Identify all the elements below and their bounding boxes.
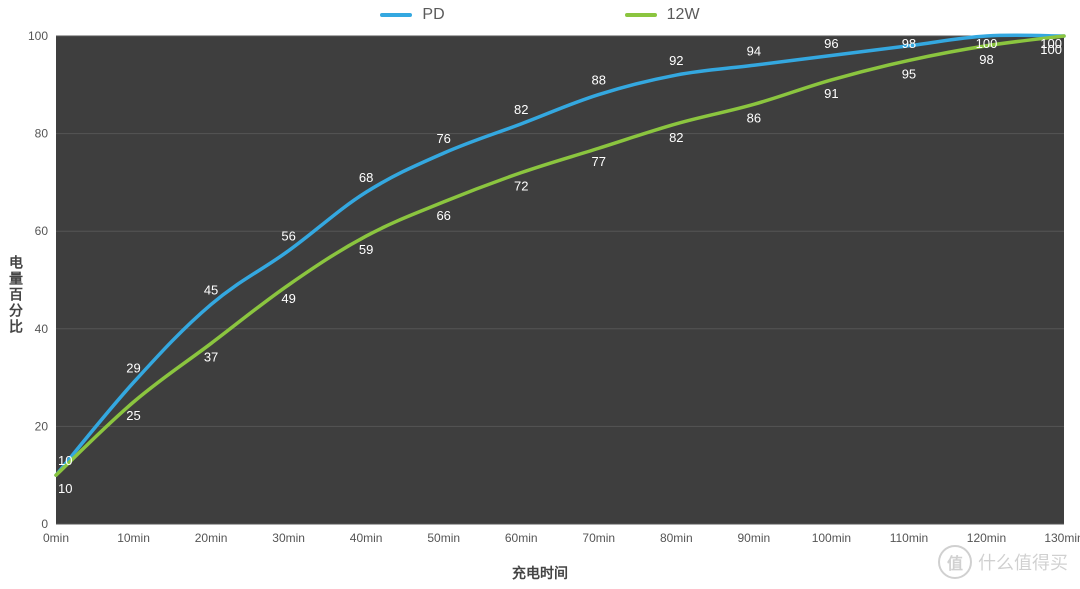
- svg-text:70min: 70min: [582, 531, 615, 545]
- svg-text:10: 10: [58, 453, 72, 468]
- legend-swatch-pd: [380, 13, 412, 17]
- svg-text:66: 66: [436, 208, 450, 223]
- svg-text:82: 82: [669, 130, 683, 145]
- svg-text:29: 29: [126, 360, 140, 375]
- legend-label-pd: PD: [422, 6, 444, 24]
- svg-text:59: 59: [359, 242, 373, 257]
- legend-item-12w: 12W: [625, 6, 700, 24]
- svg-text:95: 95: [902, 66, 916, 81]
- legend-label-12w: 12W: [667, 6, 700, 24]
- svg-text:100: 100: [28, 29, 48, 43]
- svg-text:77: 77: [592, 154, 606, 169]
- watermark: 值 什么值得买: [938, 545, 1068, 579]
- line-chart: 0 20 40 60 80 100 0min 10min 20min 30min 40min 50mi…: [0, 0, 1080, 589]
- chart-legend: PD 12W: [0, 6, 1080, 24]
- svg-text:130min: 130min: [1044, 531, 1080, 545]
- legend-item-pd: PD: [380, 6, 444, 24]
- svg-text:50min: 50min: [427, 531, 460, 545]
- svg-text:80: 80: [35, 127, 49, 141]
- watermark-text: 什么值得买: [978, 549, 1068, 575]
- svg-text:98: 98: [902, 36, 916, 51]
- svg-text:100: 100: [1040, 42, 1062, 57]
- svg-text:100min: 100min: [812, 531, 851, 545]
- svg-text:76: 76: [436, 131, 450, 146]
- svg-text:68: 68: [359, 170, 373, 185]
- svg-text:90min: 90min: [738, 531, 771, 545]
- svg-text:98: 98: [979, 52, 993, 67]
- svg-text:20: 20: [35, 419, 49, 433]
- svg-text:40: 40: [35, 322, 49, 336]
- svg-text:72: 72: [514, 179, 528, 194]
- x-axis-label: 充电时间: [0, 563, 1080, 583]
- svg-text:45: 45: [204, 282, 218, 297]
- svg-text:37: 37: [204, 349, 218, 364]
- svg-text:94: 94: [747, 43, 761, 58]
- svg-text:10: 10: [58, 481, 72, 496]
- svg-text:25: 25: [126, 408, 140, 423]
- watermark-badge-icon: 值: [938, 545, 972, 579]
- svg-text:91: 91: [824, 86, 838, 101]
- svg-text:96: 96: [824, 36, 838, 51]
- svg-text:49: 49: [281, 291, 295, 306]
- legend-swatch-12w: [625, 13, 657, 17]
- svg-text:100: 100: [976, 36, 998, 51]
- svg-text:40min: 40min: [350, 531, 383, 545]
- svg-text:0: 0: [41, 517, 48, 531]
- svg-text:92: 92: [669, 53, 683, 68]
- svg-text:0min: 0min: [43, 531, 69, 545]
- svg-text:110min: 110min: [890, 531, 928, 545]
- svg-text:30min: 30min: [272, 531, 305, 545]
- svg-text:82: 82: [514, 102, 528, 117]
- svg-text:60: 60: [35, 224, 49, 238]
- svg-text:86: 86: [747, 110, 761, 125]
- svg-text:88: 88: [592, 73, 606, 88]
- y-axis-label: 电量百分比: [6, 255, 26, 335]
- svg-text:60min: 60min: [505, 531, 538, 545]
- svg-text:120min: 120min: [967, 531, 1006, 545]
- svg-text:56: 56: [281, 229, 295, 244]
- svg-text:20min: 20min: [195, 531, 228, 545]
- svg-text:10min: 10min: [117, 531, 150, 545]
- svg-text:80min: 80min: [660, 531, 693, 545]
